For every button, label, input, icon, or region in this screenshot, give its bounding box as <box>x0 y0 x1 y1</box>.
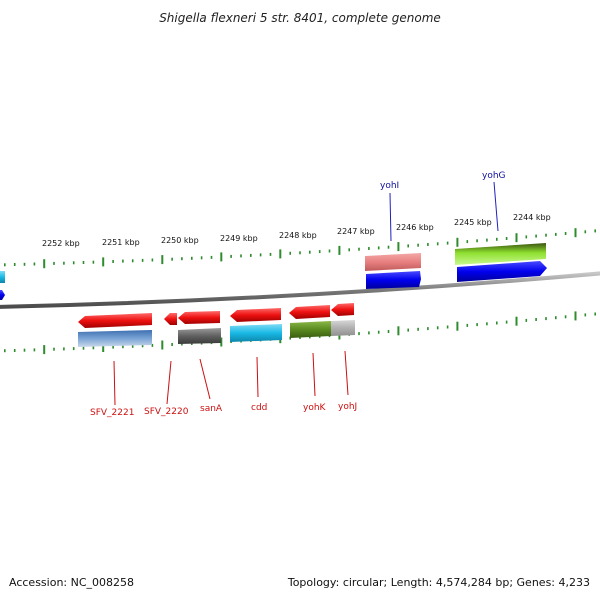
tick-label-2245: 2245 kbp <box>454 218 492 227</box>
gene-label-yohK[interactable]: yohK <box>303 403 327 413</box>
callout-line-yohJ <box>344 350 349 396</box>
callout-line-SFV_2221 <box>113 360 116 406</box>
feature-SFV_2221-gene[interactable] <box>78 313 152 328</box>
gene-label-yohI[interactable]: yohI <box>380 181 399 191</box>
callout-line-SFV_2220 <box>166 360 172 405</box>
tick-label-2244: 2244 kbp <box>513 213 551 222</box>
tick-label-2250: 2250 kbp <box>161 236 199 245</box>
outer-tick-track <box>4 228 597 269</box>
feature-SFV_2221-cds[interactable] <box>78 330 152 347</box>
feature-yohJ-cds[interactable] <box>331 320 355 336</box>
feature-yohI-rna[interactable] <box>365 253 421 271</box>
feature-cdd-cds[interactable] <box>230 324 282 342</box>
feature-cdd-gene[interactable] <box>230 308 281 322</box>
callout-line-yohK <box>312 352 316 397</box>
genome-backbone <box>0 271 600 309</box>
gene-label-SFV_2220[interactable]: SFV_2220 <box>144 407 189 417</box>
callout-line-sanA <box>199 358 211 400</box>
feature-yohK-gene[interactable] <box>289 305 330 319</box>
tick-label-2246: 2246 kbp <box>396 223 434 232</box>
callout-line-cdd <box>256 356 259 398</box>
bottom-gene-labels: SFV_2221 SFV_2220 sanA cdd yohK yohJ <box>90 350 357 418</box>
gene-label-SFV_2221[interactable]: SFV_2221 <box>90 408 134 418</box>
tick-label-2251: 2251 kbp <box>102 238 140 247</box>
tick-label-2252: 2252 kbp <box>42 239 80 248</box>
gene-label-yohG[interactable]: yohG <box>482 171 506 181</box>
tick-label-2249: 2249 kbp <box>220 234 258 243</box>
reverse-features <box>78 303 355 347</box>
gene-label-cdd[interactable]: cdd <box>251 403 267 413</box>
tick-label-2248: 2248 kbp <box>279 231 317 240</box>
feature-yohG-gene[interactable] <box>457 261 547 282</box>
feature-yohK-cds[interactable] <box>290 321 331 338</box>
feature-left-edge-cyan[interactable] <box>0 271 5 283</box>
tick-label-2247: 2247 kbp <box>337 227 375 236</box>
feature-SFV_2220-gene[interactable] <box>164 313 177 325</box>
map-title: Shigella flexneri 5 str. 8401, complete … <box>159 11 441 25</box>
gene-label-yohJ[interactable]: yohJ <box>338 402 357 412</box>
feature-yohG-cds[interactable] <box>455 243 546 265</box>
callout-line-yohI <box>389 192 392 242</box>
ruler-labels: 2252 kbp 2251 kbp 2250 kbp 2249 kbp 2248… <box>42 213 551 248</box>
top-gene-labels: yohI yohG <box>380 171 506 242</box>
feature-left-edge-blue[interactable] <box>0 290 5 300</box>
feature-sanA-cds[interactable] <box>178 328 221 344</box>
feature-yohJ-gene[interactable] <box>331 303 354 316</box>
callout-line-yohG <box>493 181 499 232</box>
forward-features <box>365 243 547 289</box>
gene-label-sanA[interactable]: sanA <box>200 404 223 414</box>
feature-yohI-gene[interactable] <box>366 271 421 289</box>
accession-text: Accession: NC_008258 <box>9 576 134 589</box>
genome-summary-text: Topology: circular; Length: 4,574,284 bp… <box>287 576 590 589</box>
feature-sanA-gene[interactable] <box>178 311 220 324</box>
